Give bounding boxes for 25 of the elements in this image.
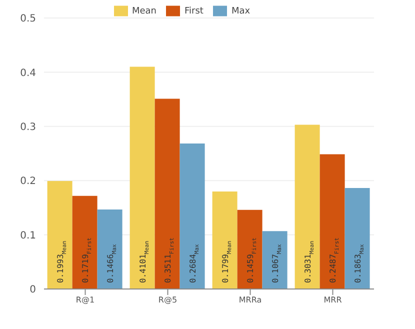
y-tick-label: 0 [30, 284, 36, 296]
bar [344, 188, 370, 289]
bar [237, 210, 262, 289]
bar [212, 191, 238, 289]
legend-label: Mean [132, 6, 156, 16]
bar [130, 66, 155, 289]
bar [72, 196, 98, 289]
bar [154, 98, 180, 289]
bar [294, 124, 320, 289]
y-tick-label: 0.1 [20, 230, 36, 242]
bar [97, 210, 122, 289]
bar [262, 231, 288, 289]
legend-label: Max [231, 6, 250, 16]
y-tick-label: 0.2 [20, 176, 36, 188]
x-tick-label: MRRa [238, 296, 262, 305]
y-tick-label: 0.3 [20, 122, 36, 133]
x-tick-label: R@1 [76, 296, 95, 305]
y-tick-label: 0.5 [20, 14, 36, 25]
x-tick-label: MRR [324, 296, 342, 305]
bar [180, 144, 205, 289]
legend-label: First [184, 6, 204, 16]
bar [47, 180, 72, 289]
bar [320, 154, 345, 289]
y-tick-label: 0.4 [20, 68, 36, 79]
x-tick-label: R@5 [158, 296, 178, 305]
